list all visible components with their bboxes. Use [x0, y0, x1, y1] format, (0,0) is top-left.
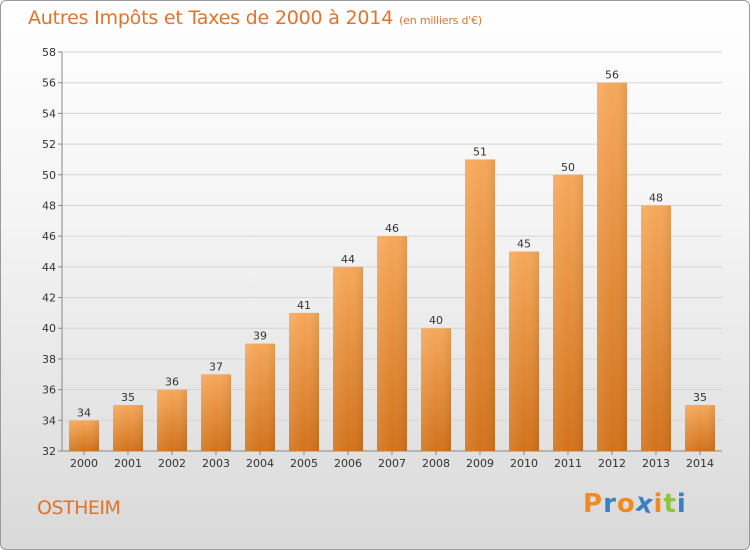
- x-tick-label: 2009: [466, 457, 494, 470]
- bar-shade-2009: [465, 159, 495, 451]
- chart-title-text: Autres Impôts et Taxes de 2000 à 2014: [28, 7, 394, 29]
- y-tick-label: 48: [42, 199, 56, 212]
- bar-shade-2010: [509, 251, 539, 451]
- bar-shade-2004: [245, 343, 275, 451]
- y-tick-label: 32: [42, 445, 56, 458]
- data-label: 39: [253, 330, 267, 343]
- x-tick-label: 2003: [202, 457, 230, 470]
- bar-shade-2006: [333, 266, 363, 451]
- x-tick-label: 2012: [598, 457, 626, 470]
- y-tick-label: 46: [42, 230, 56, 243]
- bar-shade-2011: [553, 174, 583, 451]
- data-label: 56: [605, 69, 619, 82]
- proxiti-logo: Proxiti: [583, 487, 687, 520]
- data-label: 46: [385, 222, 399, 235]
- logo-letter: o: [616, 489, 636, 519]
- bar-shade-2002: [157, 389, 187, 451]
- logo-letter: P: [583, 489, 604, 519]
- y-tick-label: 42: [42, 292, 56, 305]
- bar-shade-2012: [597, 82, 627, 451]
- bars: [69, 82, 715, 451]
- x-tick-label: 2001: [114, 457, 142, 470]
- y-tick-label: 34: [42, 414, 56, 427]
- y-tick-label: 40: [42, 322, 56, 335]
- data-label: 35: [121, 391, 135, 404]
- x-tick-label: 2004: [246, 457, 274, 470]
- logo-letter: i: [653, 489, 664, 519]
- x-tick-label: 2002: [158, 457, 186, 470]
- data-label: 37: [209, 360, 223, 373]
- y-tick-label: 58: [42, 46, 56, 59]
- x-tick-label: 2000: [70, 457, 98, 470]
- bar-shade-2007: [377, 236, 407, 451]
- data-label: 40: [429, 314, 443, 327]
- x-tick-label: 2008: [422, 457, 450, 470]
- logo-letter: r: [603, 489, 617, 519]
- data-label: 41: [297, 299, 311, 312]
- bar-shade-2008: [421, 328, 451, 451]
- logo-letter: i: [676, 489, 687, 519]
- data-label: 36: [165, 376, 179, 389]
- y-tick-label: 54: [42, 107, 56, 120]
- bar-shade-2000: [69, 420, 99, 451]
- y-tick-label: 56: [42, 77, 56, 90]
- x-tick-label: 2013: [642, 457, 670, 470]
- data-label: 51: [473, 145, 487, 158]
- x-tick-label: 2006: [334, 457, 362, 470]
- bar-shade-2013: [641, 205, 671, 451]
- y-tick-label: 44: [42, 261, 56, 274]
- y-tick-label: 52: [42, 138, 56, 151]
- x-tick-label: 2010: [510, 457, 538, 470]
- chart-title: Autres Impôts et Taxes de 2000 à 2014 (en…: [28, 7, 482, 29]
- bar-shade-2001: [113, 404, 143, 451]
- data-label: 44: [341, 253, 355, 266]
- x-tick-label: 2007: [378, 457, 406, 470]
- x-tick-label: 2005: [290, 457, 318, 470]
- data-label: 35: [693, 391, 707, 404]
- data-label: 45: [517, 238, 531, 251]
- commune-name: OSTHEIM: [37, 497, 121, 519]
- data-label: 50: [561, 161, 575, 174]
- data-label: 34: [77, 406, 91, 419]
- bar-shade-2003: [201, 374, 231, 451]
- y-tick-label: 50: [42, 169, 56, 182]
- logo-letter: t: [663, 489, 677, 519]
- x-tick-label: 2014: [686, 457, 714, 470]
- data-label: 48: [649, 191, 663, 204]
- bar-shade-2005: [289, 312, 319, 451]
- data-labels: 34 35 36 37 39 41 44 46 40 51 45 50 56 48 35: [77, 69, 707, 420]
- x-tick-label: 2011: [554, 457, 582, 470]
- chart-subtitle: (en milliers d'€): [399, 14, 482, 27]
- y-tick-label: 38: [42, 353, 56, 366]
- y-tick-label: 36: [42, 384, 56, 397]
- bar-shade-2014: [685, 404, 715, 451]
